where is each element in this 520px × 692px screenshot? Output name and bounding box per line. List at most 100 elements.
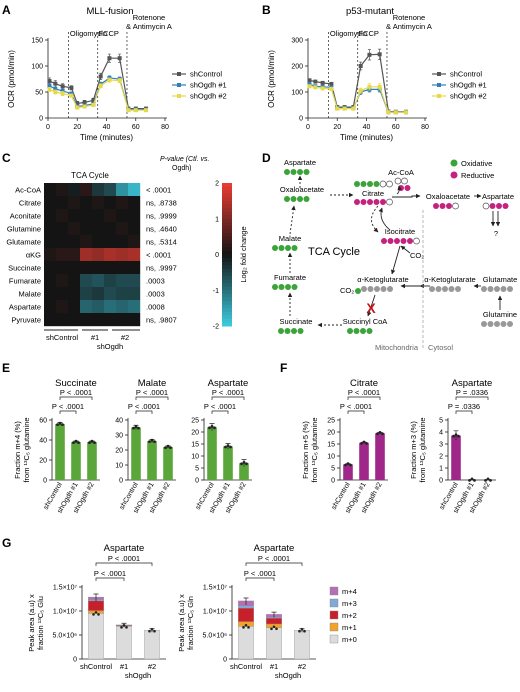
heatmap-row-label: Aconitate <box>10 212 41 221</box>
data-point <box>358 88 363 93</box>
data-point <box>351 106 356 111</box>
y-tick-label: 0 <box>73 657 77 664</box>
node-citrate: Citrate <box>362 189 384 198</box>
heatmap-cell <box>56 313 69 327</box>
y-tick-label: 0 <box>223 657 227 664</box>
heatmap-cell <box>128 274 141 288</box>
pathway-arrow <box>396 185 402 195</box>
y-axis-label: fraction ¹³C₅ Glu <box>36 596 45 650</box>
chart-title: Aspartate <box>254 543 295 554</box>
data-point <box>320 86 325 91</box>
y-tick-label: 60 <box>39 418 47 425</box>
chart-title: Aspartate <box>452 378 493 389</box>
carbon-dot <box>394 177 402 185</box>
colorbar-tick: 0 <box>215 252 219 259</box>
carbon-dot <box>442 286 448 292</box>
y-tick-label: 10 <box>115 463 123 470</box>
pathway-arrow <box>400 245 411 254</box>
data-point <box>137 426 140 430</box>
data-point <box>69 85 74 90</box>
y-axis-label: from ¹³C₅ glutamine <box>22 417 31 482</box>
significance-bracket <box>95 562 153 566</box>
pvalue-label: P < .0001 <box>94 569 126 578</box>
heatmap-cell <box>56 209 69 223</box>
legend-label: m+4 <box>342 587 357 596</box>
y-tick-label: 5.0×10⁶ <box>53 633 78 640</box>
pvalue-label: < .0001 <box>146 186 171 195</box>
data-point <box>360 442 363 445</box>
heatmap-cell <box>116 235 129 249</box>
data-point <box>60 84 65 89</box>
carbon-dot <box>373 199 380 205</box>
data-point <box>367 52 372 57</box>
heatmap-row-label: Fumarate <box>9 277 41 286</box>
colorbar-segment <box>222 225 232 230</box>
data-point <box>134 425 138 429</box>
carbon-dot <box>297 169 303 175</box>
colorbar-segment <box>222 218 232 223</box>
bar <box>239 463 249 480</box>
x-tick-label: #1 <box>270 662 278 671</box>
carbon-dot <box>290 196 297 202</box>
group-label: #1 <box>91 333 99 342</box>
legend-label: shOgdh #2 <box>190 92 227 101</box>
injection-label: & Antimycin A <box>126 22 172 31</box>
data-point <box>486 477 490 481</box>
colorbar-segment <box>222 297 232 302</box>
colorbar-tick: -1 <box>213 288 219 295</box>
carbon-dot <box>285 284 291 290</box>
data-point <box>125 626 128 629</box>
carbon-dot <box>360 199 367 205</box>
data-point <box>82 100 87 105</box>
heatmap-cell <box>116 313 129 327</box>
carbon-dot <box>272 284 278 290</box>
carbon-dot <box>487 286 494 292</box>
legend-marker <box>437 94 441 98</box>
data-point <box>393 110 398 115</box>
pvalue-label: ns, .8738 <box>146 199 177 208</box>
pvalue-label: P = .0336 <box>456 388 488 397</box>
heatmap-row-label: αKG <box>26 251 41 260</box>
legend-label: shOgdh #1 <box>450 81 487 90</box>
significance-bracket <box>135 396 169 400</box>
panel-d-diagram: D Oxidative Reductive Aspartate Oxaloacetat… <box>262 151 517 352</box>
carbon-dot <box>360 181 367 187</box>
colorbar-tick: 2 <box>215 181 219 188</box>
heatmap-cell <box>104 287 117 301</box>
colorbar-segment <box>222 229 232 234</box>
carbon-dot <box>291 284 298 290</box>
carbon-dot <box>481 286 487 292</box>
data-point <box>365 442 368 445</box>
heatmap-cell <box>104 183 117 197</box>
heatmap-cell <box>68 261 81 275</box>
y-tick-label: 5 <box>331 466 335 473</box>
heatmap-cell <box>116 261 129 275</box>
y-tick-label: 0 <box>39 116 43 123</box>
y-tick-label: 0 <box>43 478 47 485</box>
y-tick-label: 20 <box>327 430 335 437</box>
y-tick-label: 1.5×10⁷ <box>203 585 228 592</box>
data-point <box>93 441 96 444</box>
data-point <box>107 56 112 61</box>
legend-label: m+1 <box>342 623 357 632</box>
data-point <box>213 426 216 430</box>
pvalue-label: .0003 <box>146 277 165 286</box>
heatmap-cell <box>116 300 129 314</box>
y-tick-label: 0 <box>195 478 199 485</box>
node-acoa: Ac-CoA <box>388 168 414 177</box>
colorbar-segment <box>222 283 232 288</box>
data-point <box>403 110 408 115</box>
y-tick-label: 0 <box>331 478 335 485</box>
heatmap-cell <box>68 274 81 288</box>
heatmap-cell <box>104 196 117 210</box>
colorbar-segment <box>222 322 232 327</box>
significance-bracket <box>455 396 489 400</box>
carbon-dot <box>297 328 304 334</box>
heatmap-title: TCA Cycle <box>71 171 109 180</box>
data-point <box>329 81 334 86</box>
heatmap-cell <box>128 287 141 301</box>
legend-label: shControl <box>450 70 482 79</box>
chart-title: Malate <box>138 378 167 389</box>
significance-bracket <box>211 396 245 400</box>
data-point <box>489 478 492 482</box>
